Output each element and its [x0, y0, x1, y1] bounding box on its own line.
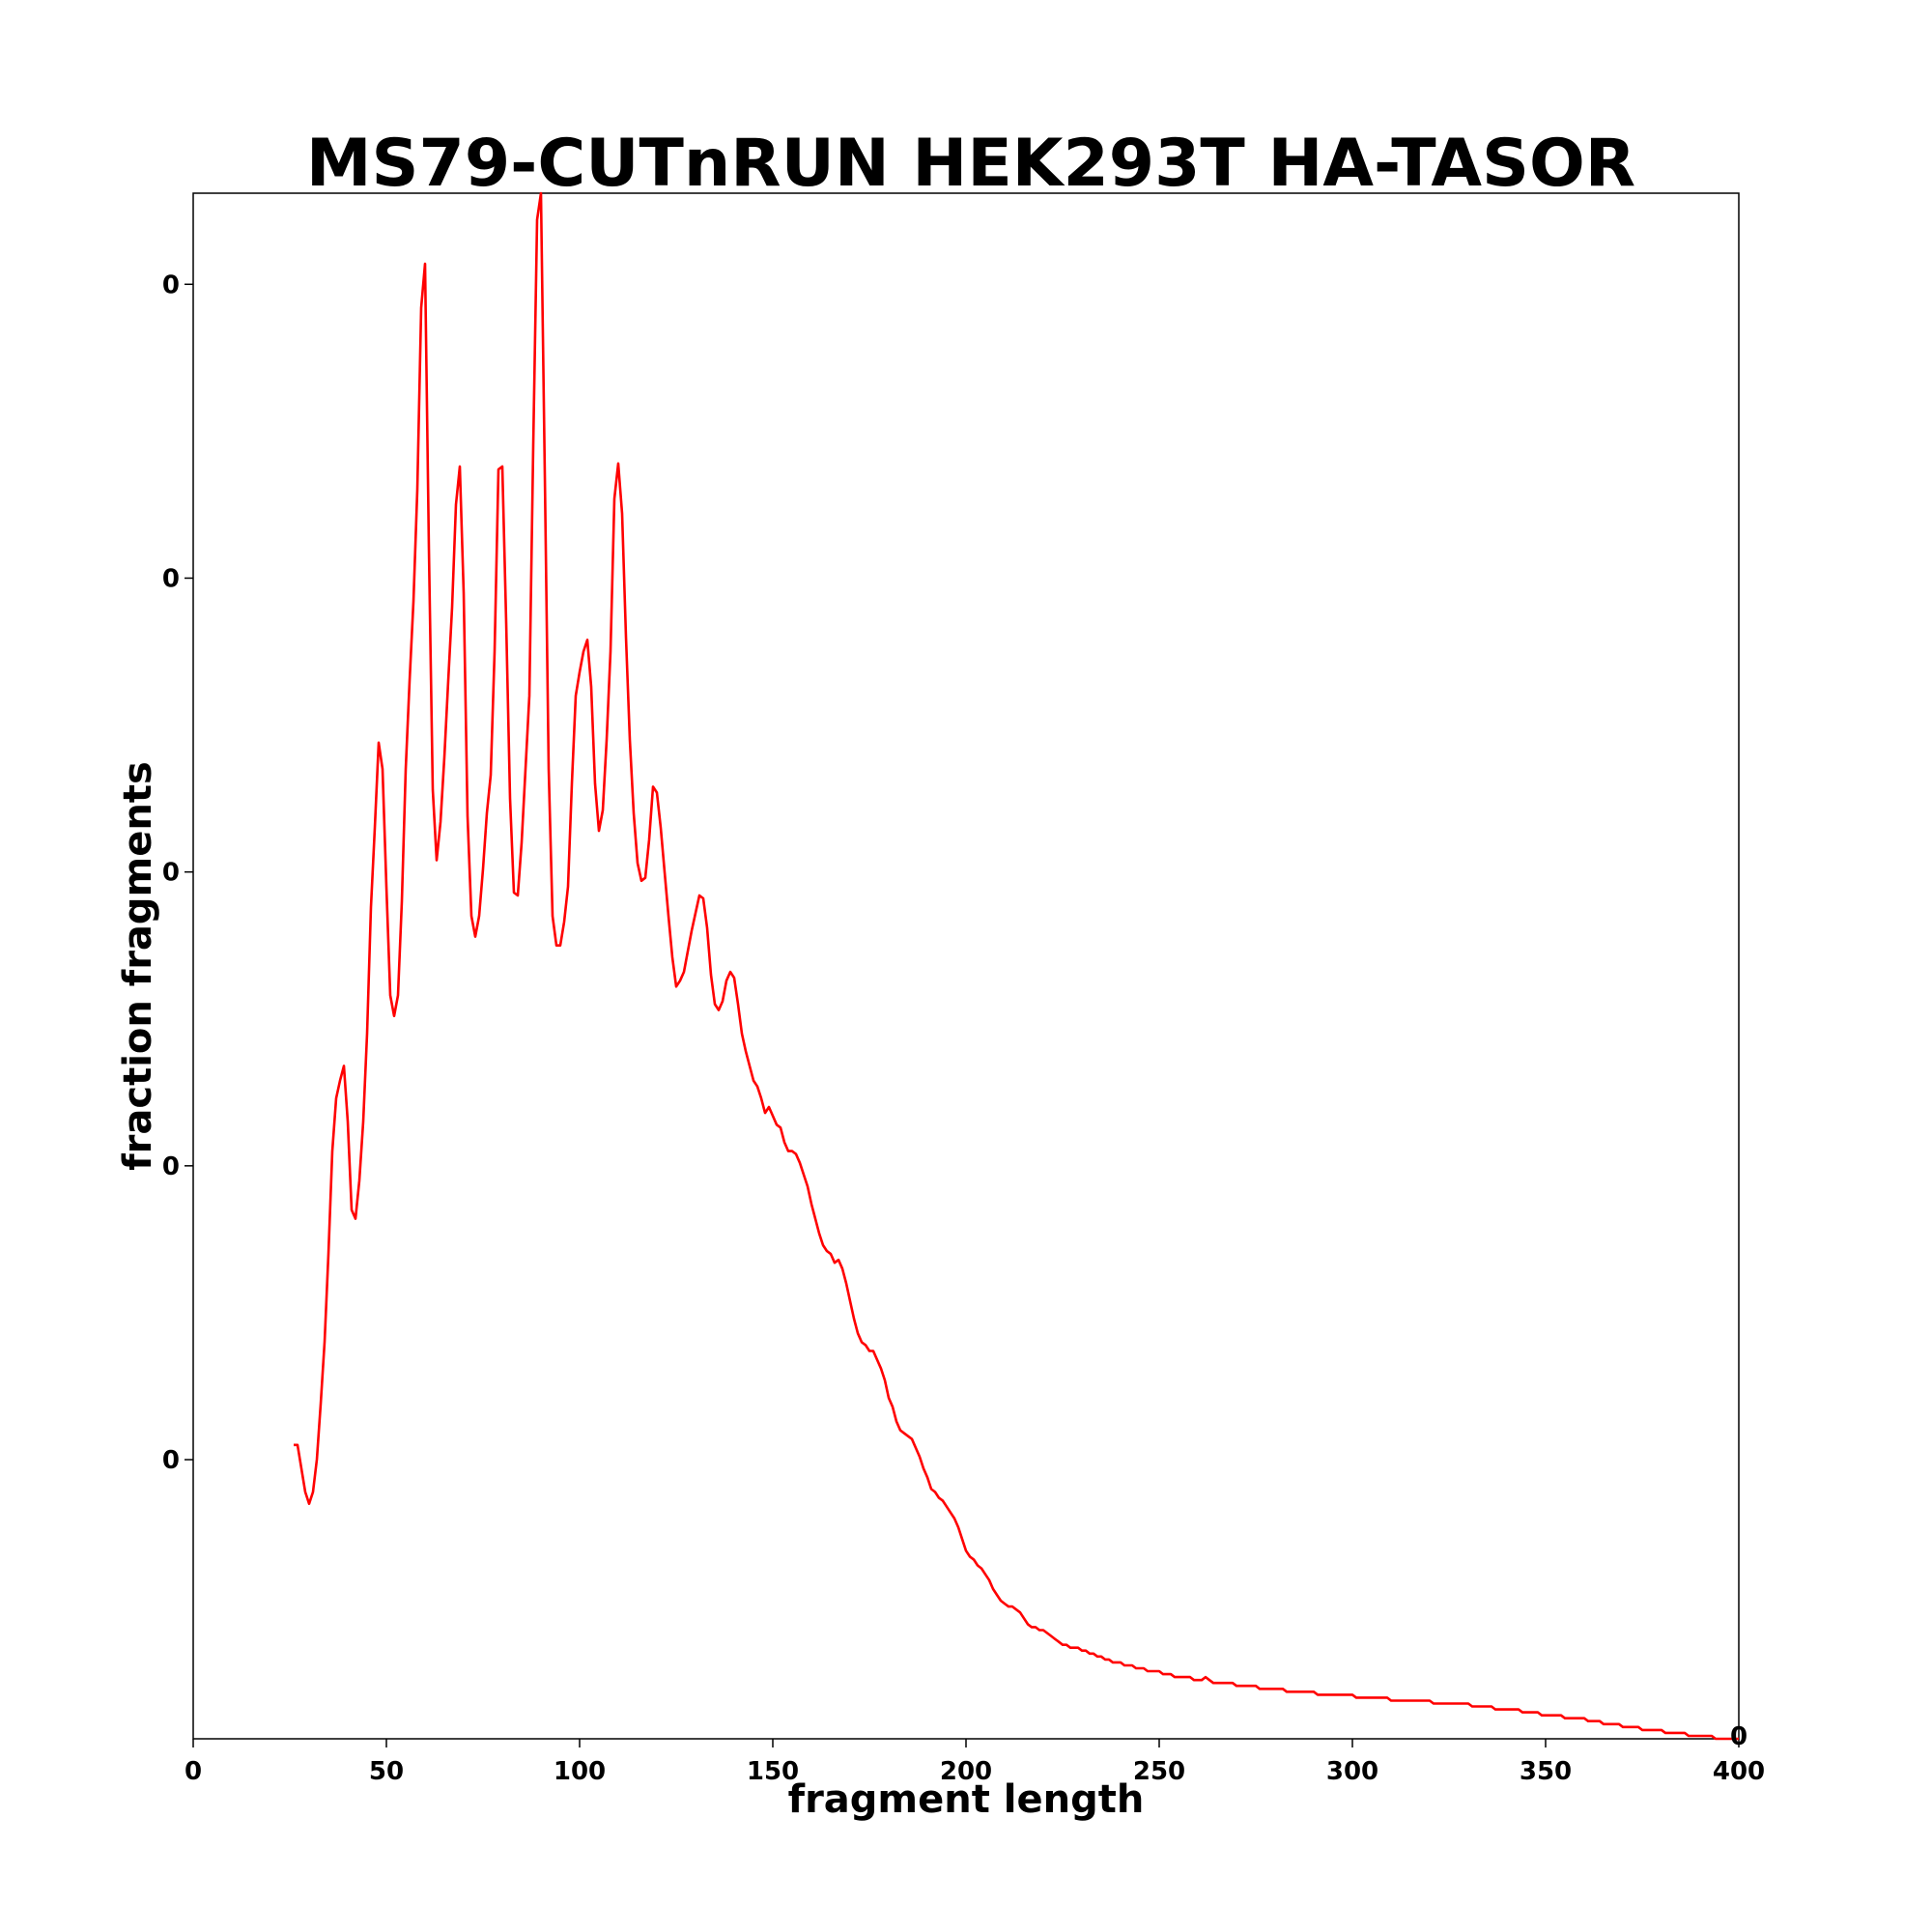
corner-tick-label: 0: [1730, 1722, 1747, 1751]
y-axis-label: fraction fragments: [116, 761, 160, 1171]
x-tick-label: 200: [940, 1757, 992, 1786]
x-tick-label: 400: [1713, 1757, 1765, 1786]
x-axis: 0 50 100 150 200 250 300 350 400: [185, 1739, 1765, 1786]
x-tick-label: 150: [747, 1757, 799, 1786]
plot-frame: [192, 192, 1740, 1740]
x-axis-label: fragment length: [788, 1777, 1145, 1822]
x-tick-label: 300: [1326, 1757, 1378, 1786]
x-tick-label: 50: [369, 1757, 404, 1786]
y-tick-label: 0: [162, 564, 180, 593]
series-layer: [294, 191, 1739, 1741]
y-tick-label: 0: [162, 270, 180, 299]
y-tick-label: 0: [162, 1152, 180, 1181]
y-tick-label: 0: [162, 859, 180, 888]
x-tick-label: 350: [1520, 1757, 1572, 1786]
x-tick-label: 100: [554, 1757, 606, 1786]
x-tick-label: 250: [1133, 1757, 1185, 1786]
y-axis: 0 0 0 0 0: [162, 270, 193, 1475]
y-tick-label: 0: [162, 1446, 180, 1475]
x-tick-label: 0: [185, 1757, 202, 1786]
series-line: [294, 191, 1739, 1741]
chart-title: MS79-CUTnRUN HEK293T HA-TASOR: [306, 126, 1635, 202]
